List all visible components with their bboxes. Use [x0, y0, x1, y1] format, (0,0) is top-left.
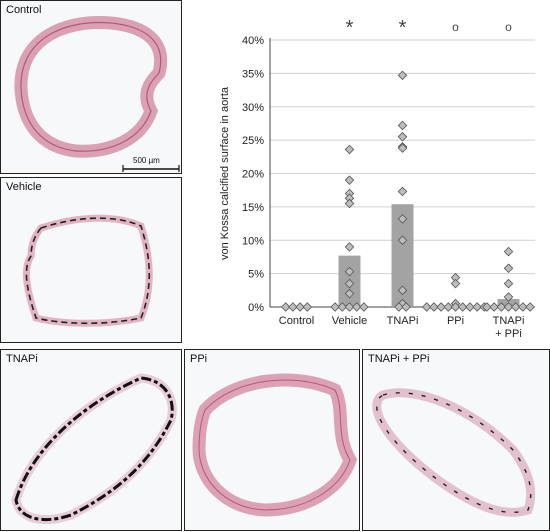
data-point [397, 214, 408, 224]
data-point [518, 302, 528, 312]
data-point [450, 302, 461, 312]
calcification-chart: 0% 5% 10% 15% 20% 25% 30% 35% 40% von Kossa calci… [219, 17, 535, 340]
data-point [344, 242, 355, 252]
x-tick-label: Control [279, 315, 314, 327]
panel-control: Control 500 µm [0, 0, 182, 174]
data-point [503, 263, 514, 274]
y-tick-label: 30% [242, 102, 264, 114]
y-tick-label: 40% [242, 35, 264, 47]
panel-ppi: PPi [184, 349, 360, 531]
data-point [472, 302, 482, 312]
data-point [436, 302, 446, 312]
significance-star: * [346, 17, 354, 39]
data-point [465, 302, 475, 312]
x-tick-label: Vehicle [332, 315, 367, 327]
x-tick-label: TNAPi [387, 315, 419, 327]
data-point [525, 302, 535, 312]
data-point [288, 302, 298, 312]
panel-tnapi: TNAPi [0, 349, 182, 531]
vehicle-vessel-image [23, 214, 153, 327]
data-point [344, 175, 355, 185]
data-point [344, 266, 355, 277]
data-point [359, 302, 369, 312]
data-point [344, 278, 355, 289]
data-point [394, 302, 404, 312]
data-point [344, 144, 355, 155]
data-point [344, 302, 355, 312]
y-tick-label: 15% [242, 202, 264, 214]
x-tick-label: TNAPi [493, 315, 525, 327]
ppi-vessel-image [192, 373, 358, 517]
data-point [351, 302, 362, 312]
data-point [337, 302, 348, 312]
data-point [503, 292, 514, 302]
data-point [401, 302, 411, 312]
data-point [443, 302, 454, 312]
data-point [397, 235, 408, 246]
data-point [397, 186, 408, 197]
data-point [397, 120, 408, 131]
y-axis-label: von Kossa calcified surface in aorta [219, 86, 231, 260]
data-point [450, 278, 461, 289]
data-point [503, 302, 514, 312]
data-point [397, 143, 408, 153]
significance-star: * [399, 17, 407, 39]
data-point [503, 246, 514, 257]
data-point [344, 198, 355, 209]
panel-label-tnapi: TNAPi [6, 353, 38, 365]
data-point [344, 288, 355, 299]
control-vessel-image [14, 16, 180, 172]
y-tick-label: 25% [242, 135, 264, 147]
significance-circle: o [452, 20, 459, 34]
significance-circle: o [505, 20, 512, 34]
data-point [503, 278, 514, 289]
y-tick-label: 35% [242, 68, 264, 80]
data-point [302, 302, 313, 312]
y-tick-label: 0% [248, 302, 264, 314]
data-point [457, 302, 468, 312]
panel-label-control: Control [6, 4, 42, 16]
data-point [397, 132, 408, 142]
y-tick-label: 20% [242, 169, 264, 181]
data-point [295, 302, 305, 312]
data-point [510, 302, 521, 312]
tnapi-vessel-image [11, 373, 177, 525]
data-point [496, 302, 507, 312]
panel-tnapi-ppi: TNAPi + PPi [362, 349, 550, 531]
panel-vehicle: Vehicle [0, 177, 182, 343]
panel-label-ppi: PPi [190, 353, 208, 365]
scale-bar-label: 500 µm [133, 156, 160, 165]
panel-label-vehicle: Vehicle [6, 181, 42, 193]
panel-label-tnapi-ppi: TNAPi + PPi [368, 353, 430, 365]
data-point [489, 302, 499, 312]
mean-bar [391, 204, 414, 307]
data-point [330, 302, 340, 312]
tnapi-ppi-vessel-image [372, 388, 536, 517]
x-tick-label: + PPi [495, 328, 522, 340]
data-point [429, 302, 439, 312]
data-point [397, 285, 408, 296]
data-point [482, 302, 492, 312]
y-tick-label: 10% [242, 235, 264, 247]
y-tick-label: 5% [248, 269, 264, 281]
data-point [397, 70, 408, 81]
x-tick-label: PPi [447, 315, 464, 327]
data-point [280, 302, 291, 312]
data-point [421, 302, 432, 312]
